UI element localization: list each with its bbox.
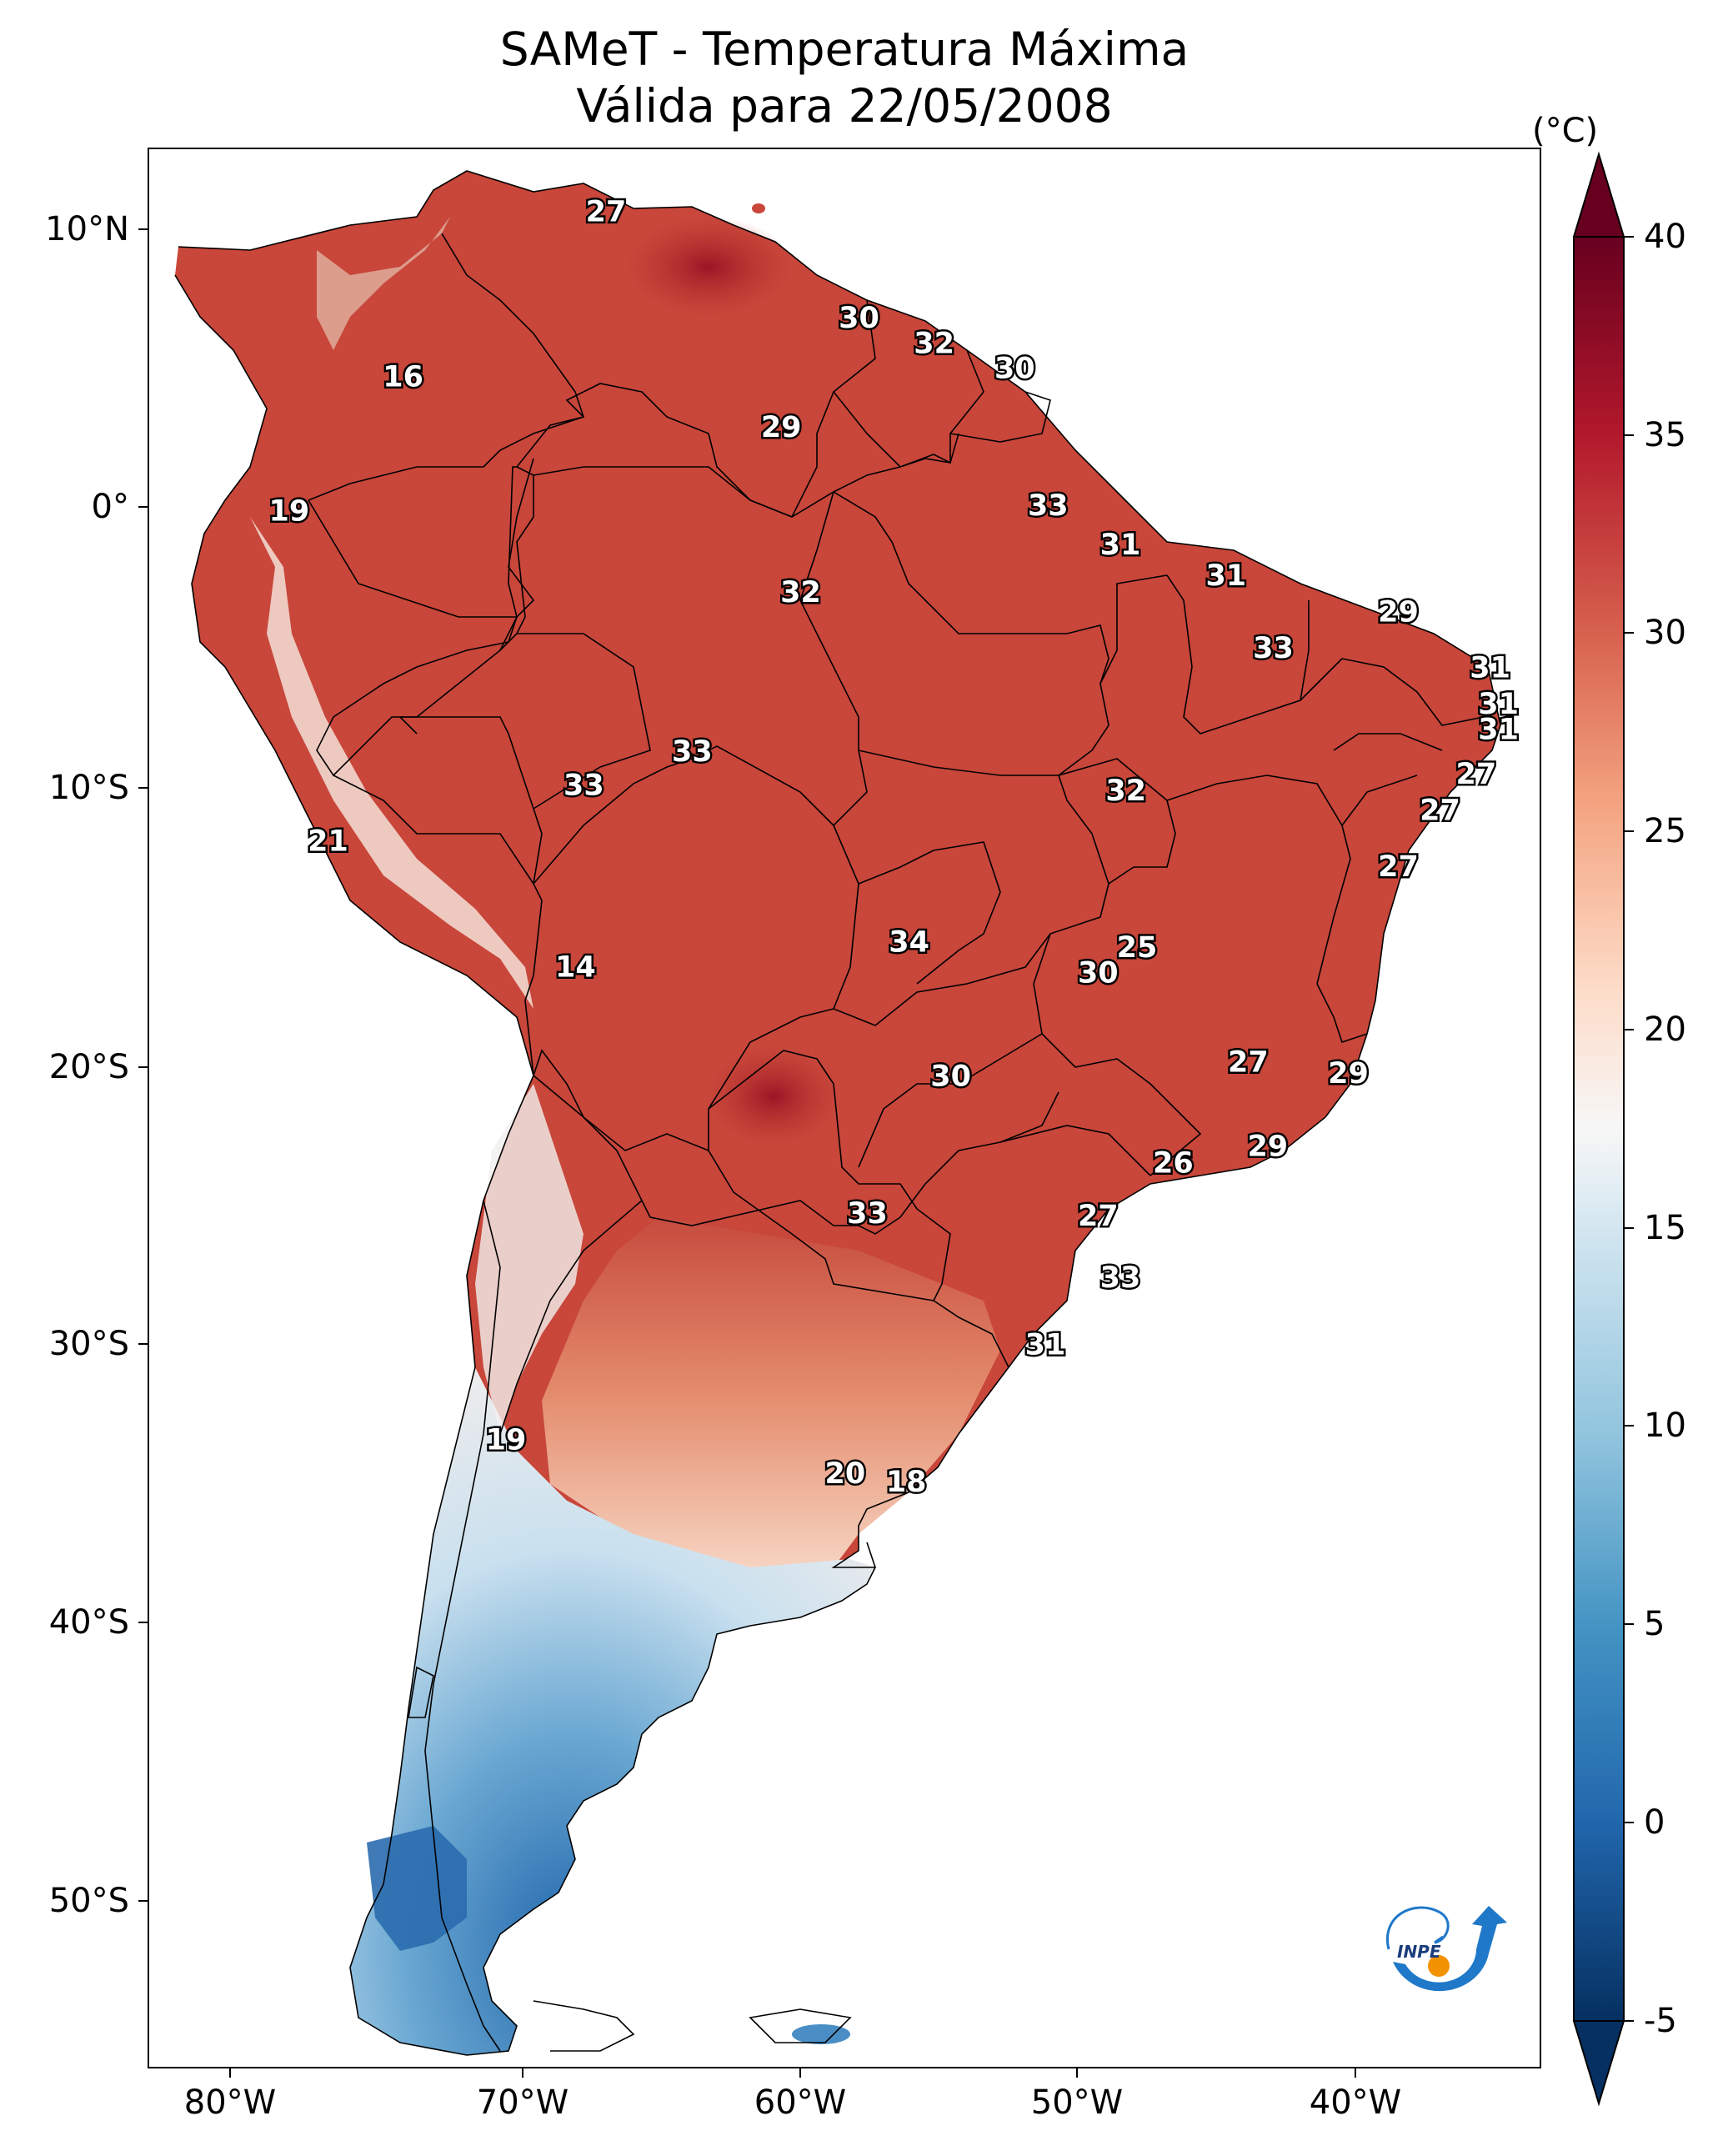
colorbar-tick-label: 35	[1644, 416, 1686, 454]
station-temperature-label: 16	[383, 361, 423, 394]
station-temperature-label: 29	[1328, 1057, 1369, 1091]
station-temperature-label: 27	[586, 196, 627, 229]
country-borders	[174, 170, 1501, 2056]
station-temperature-label: 30	[994, 353, 1035, 386]
lat-tick-label: 20°S	[48, 1048, 129, 1086]
station-temperature-label: 31	[1470, 652, 1510, 685]
station-temperature-label: 26	[1153, 1146, 1194, 1180]
station-temperature-label: 31	[1478, 713, 1519, 746]
station-temperature-label: 33	[1028, 489, 1069, 523]
station-temperature-label: 27	[1378, 850, 1419, 884]
station-temperature-label: 33	[1253, 632, 1294, 665]
station-temperature-label: 25	[1117, 931, 1158, 965]
station-temperature-label: 14	[555, 951, 596, 985]
lat-tick-label: 10°S	[48, 769, 129, 807]
lat-tick-label: 50°S	[48, 1882, 129, 1920]
station-temperature-label: 27	[1456, 758, 1497, 791]
station-temperature-label: 30	[839, 302, 879, 335]
colorbar-gradient	[1573, 236, 1625, 2022]
inpe-logo: INPE	[1385, 1906, 1507, 1992]
lon-tick-label: 60°W	[754, 2083, 847, 2122]
colorbar-tick-label: 5	[1644, 1605, 1665, 1643]
station-temperature-label: 21	[308, 825, 348, 859]
colorbar-unit: (°C)	[1532, 112, 1599, 150]
colorbar-tick-label: 0	[1644, 1803, 1665, 1842]
colorbar-tick-label: 20	[1644, 1010, 1686, 1049]
station-temperature-label: 19	[486, 1424, 527, 1457]
lat-tick-label: 30°S	[48, 1325, 129, 1363]
map-title: SAMeT - Temperatura Máxima	[499, 23, 1190, 76]
lat-tick-marks	[138, 228, 148, 1902]
station-temperature-label: 31	[1025, 1329, 1066, 1362]
lat-tick-label: 0°	[91, 488, 129, 526]
station-temperature-label: 29	[1247, 1130, 1288, 1163]
lat-tick-label: 10°N	[45, 210, 129, 248]
station-temperature-label: 18	[886, 1466, 927, 1499]
colorbar-tick-label: 30	[1644, 614, 1686, 652]
plot-frame	[148, 148, 1541, 2068]
station-temperature-label: 27	[1420, 795, 1460, 828]
station-temperature-label: 32	[914, 327, 954, 360]
station-temperature-label: 20	[825, 1457, 866, 1491]
map-subtitle: Válida para 22/05/2008	[576, 79, 1113, 133]
station-temperature-label: 31	[1100, 529, 1141, 562]
station-temperature-label: 33	[847, 1197, 888, 1231]
lon-tick-label: 70°W	[476, 2083, 569, 2122]
colorbar-extend-max	[1572, 151, 1625, 238]
station-temperature-label: 31	[1478, 688, 1519, 721]
colorbar-tick-label: -5	[1644, 2002, 1677, 2040]
station-temperature-label: 29	[1378, 596, 1419, 629]
station-temperature-label: 29	[761, 411, 802, 444]
station-temperature-label: 34	[889, 925, 929, 959]
station-temperature-label: 33	[672, 735, 713, 769]
station-temperature-label: 19	[269, 495, 310, 529]
station-temperature-label: 30	[930, 1060, 971, 1093]
station-temperature-label: 31	[1205, 559, 1246, 593]
colorbar-extend-min	[1572, 2020, 1625, 2107]
continent-shape	[175, 171, 1500, 2055]
lon-tick-label: 50°W	[1030, 2083, 1124, 2122]
colorbar-tick-label: 40	[1644, 218, 1686, 256]
lon-tick-label: 80°W	[183, 2083, 277, 2122]
station-temperature-label: 33	[1100, 1261, 1141, 1295]
colorbar-tick-label: 10	[1644, 1406, 1686, 1445]
colorbar	[1572, 151, 1634, 2107]
lon-tick-label: 40°W	[1309, 2083, 1402, 2122]
colorbar-tick-label: 15	[1644, 1209, 1686, 1247]
station-temperature-label: 27	[1078, 1200, 1119, 1233]
lon-tick-marks	[229, 2068, 1356, 2078]
lat-tick-label: 40°S	[48, 1603, 129, 1642]
station-temperature-label: 32	[1105, 775, 1146, 808]
station-temperature-label: 27	[1228, 1046, 1269, 1080]
svg-text:INPE: INPE	[1397, 1942, 1441, 1962]
station-temperature-label: 32	[780, 576, 821, 609]
colorbar-tick-label: 25	[1644, 812, 1686, 850]
station-labels: 2716193032302933313132293331313127272733…	[267, 193, 1520, 1501]
station-temperature-label: 33	[563, 770, 604, 803]
station-temperature-label: 30	[1078, 956, 1119, 990]
